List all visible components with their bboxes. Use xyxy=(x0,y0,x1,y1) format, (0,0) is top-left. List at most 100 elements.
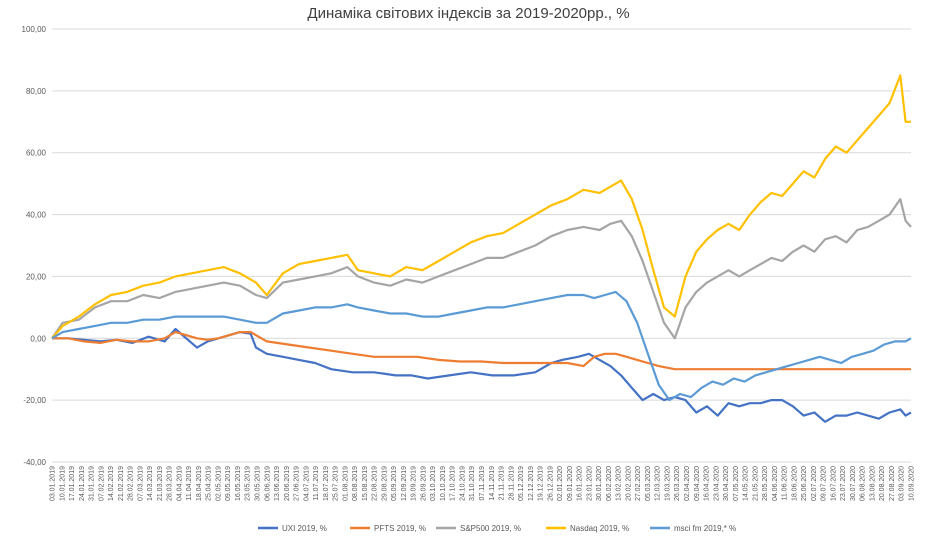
x-tick-label: 21.05.2020 xyxy=(752,466,759,501)
x-tick-label: 20.06.2019 xyxy=(284,466,291,501)
x-tick-label: 15.08.2019 xyxy=(362,466,369,501)
x-tick-label: 09.05.2019 xyxy=(225,466,232,501)
x-tick-label: 19.09.2019 xyxy=(411,466,418,501)
legend-label: UXI 2019, % xyxy=(282,524,327,533)
x-tick-label: 20.08.2020 xyxy=(879,466,886,501)
x-tick-label: 04.04.2019 xyxy=(176,466,183,501)
x-tick-label: 27.02.2020 xyxy=(635,466,642,501)
x-tick-label: 17.10.2019 xyxy=(450,466,457,501)
x-tick-label: 10.10.2019 xyxy=(440,466,447,501)
x-tick-label: 23.01.2020 xyxy=(586,466,593,501)
series-line xyxy=(52,327,912,423)
x-tick-label: 11.07.2019 xyxy=(313,466,320,501)
x-axis-ticks: 03.01.2019 10.01.2019 17.01.2019 24.01.2019… xyxy=(50,466,916,501)
y-tick-label: 60,00 xyxy=(26,149,47,158)
series-line xyxy=(51,74,911,340)
gridlines xyxy=(52,28,911,463)
x-tick-label: 07.02.2019 xyxy=(98,466,105,501)
x-tick-label: 26.09.2019 xyxy=(420,466,427,501)
x-tick-label: 29.08.2019 xyxy=(381,466,388,501)
x-tick-label: 13.06.2019 xyxy=(274,466,281,501)
x-tick-label: 28.11.2019 xyxy=(508,466,515,501)
x-tick-label: 18.07.2019 xyxy=(323,466,330,501)
x-tick-label: 30.01.2020 xyxy=(596,466,603,501)
x-tick-label: 24.01.2019 xyxy=(79,466,86,501)
x-tick-label: 14.05.2020 xyxy=(743,466,750,501)
x-tick-label: 16.07.2020 xyxy=(830,466,837,501)
x-tick-label: 30.05.2019 xyxy=(254,466,261,501)
x-tick-label: 16.05.2019 xyxy=(235,466,242,501)
y-tick-label: -40,00 xyxy=(23,458,46,467)
x-tick-label: 27.08.2020 xyxy=(889,466,896,501)
x-tick-label: 13.02.2020 xyxy=(616,466,623,501)
x-tick-label: 09.07.2020 xyxy=(821,466,828,501)
y-axis-ticks: 100,00 80,00 60,00 40,00 20,00 0,00 -20,00 -40,… xyxy=(22,25,47,467)
x-tick-label: 13.08.2020 xyxy=(869,466,876,501)
x-tick-label: 06.06.2019 xyxy=(264,466,271,501)
legend-label: S&P500 2019, % xyxy=(460,524,521,533)
x-tick-label: 25.04.2019 xyxy=(206,466,213,501)
x-tick-label: 10.09.2020 xyxy=(909,466,916,501)
y-tick-label: 80,00 xyxy=(26,87,47,96)
x-tick-label: 23.05.2019 xyxy=(245,466,252,501)
y-tick-label: -20,00 xyxy=(23,396,46,405)
x-tick-label: 12.09.2019 xyxy=(401,466,408,501)
x-tick-label: 02.04.2020 xyxy=(684,466,691,501)
x-tick-label: 03.10.2019 xyxy=(430,466,437,501)
x-tick-label: 07.03.2019 xyxy=(137,466,144,501)
x-tick-label: 04.07.2019 xyxy=(303,466,310,501)
x-tick-label: 17.01.2019 xyxy=(69,466,76,501)
x-tick-label: 19.03.2020 xyxy=(664,466,671,501)
x-tick-label: 20.02.2020 xyxy=(625,466,632,501)
x-tick-label: 06.08.2020 xyxy=(860,466,867,501)
x-tick-label: 05.12.2019 xyxy=(518,466,525,501)
x-tick-label: 22.08.2019 xyxy=(372,466,379,501)
series-line xyxy=(52,331,911,371)
x-tick-label: 30.04.2020 xyxy=(723,466,730,501)
x-tick-label: 23.04.2020 xyxy=(713,466,720,501)
x-tick-label: 03.09.2020 xyxy=(899,466,906,501)
y-tick-label: 40,00 xyxy=(26,211,47,220)
chart-title: Динаміка світових індексів за 2019-2020р… xyxy=(307,5,630,22)
x-tick-label: 25.06.2020 xyxy=(801,466,808,501)
x-tick-label: 14.03.2019 xyxy=(147,466,154,501)
series-lines xyxy=(51,74,912,423)
x-tick-label: 02.01.2020 xyxy=(557,466,564,501)
x-tick-label: 07.11.2019 xyxy=(479,466,486,501)
x-tick-label: 21.11.2019 xyxy=(499,466,506,501)
series-line xyxy=(51,198,912,340)
x-tick-label: 28.02.2019 xyxy=(128,466,135,501)
x-tick-label: 14.11.2019 xyxy=(489,466,496,501)
legend-label: msci fm 2019,* % xyxy=(674,524,736,533)
x-tick-label: 06.02.2020 xyxy=(606,466,613,501)
series-line xyxy=(51,290,912,402)
x-tick-label: 30.07.2020 xyxy=(850,466,857,501)
x-tick-label: 18.04.2019 xyxy=(196,466,203,501)
x-tick-label: 26.03.2020 xyxy=(674,466,681,501)
x-tick-label: 27.06.2019 xyxy=(294,466,301,501)
x-tick-label: 09.01.2020 xyxy=(567,466,574,501)
x-tick-label: 26.12.2019 xyxy=(547,466,554,501)
x-tick-label: 19.12.2019 xyxy=(538,466,545,501)
x-tick-label: 21.02.2019 xyxy=(118,466,125,501)
y-tick-label: 100,00 xyxy=(22,25,47,34)
x-tick-label: 04.06.2020 xyxy=(772,466,779,501)
x-tick-label: 16.04.2020 xyxy=(704,466,711,501)
x-tick-label: 25.07.2019 xyxy=(333,466,340,501)
x-tick-label: 03.01.2019 xyxy=(50,466,57,501)
x-tick-label: 12.12.2019 xyxy=(528,466,535,501)
legend-label: PFTS 2019, % xyxy=(374,524,426,533)
x-tick-label: 23.07.2020 xyxy=(840,466,847,501)
x-tick-label: 01.08.2019 xyxy=(342,466,349,501)
x-tick-label: 18.06.2020 xyxy=(791,466,798,501)
x-tick-label: 10.01.2019 xyxy=(59,466,66,501)
x-tick-label: 09.04.2020 xyxy=(694,466,701,501)
x-tick-label: 05.09.2019 xyxy=(391,466,398,501)
x-tick-label: 28.05.2020 xyxy=(762,466,769,501)
x-tick-label: 11.04.2019 xyxy=(186,466,193,501)
x-tick-label: 08.08.2019 xyxy=(352,466,359,501)
x-tick-label: 31.10.2019 xyxy=(469,466,476,501)
x-tick-label: 12.03.2020 xyxy=(655,466,662,501)
